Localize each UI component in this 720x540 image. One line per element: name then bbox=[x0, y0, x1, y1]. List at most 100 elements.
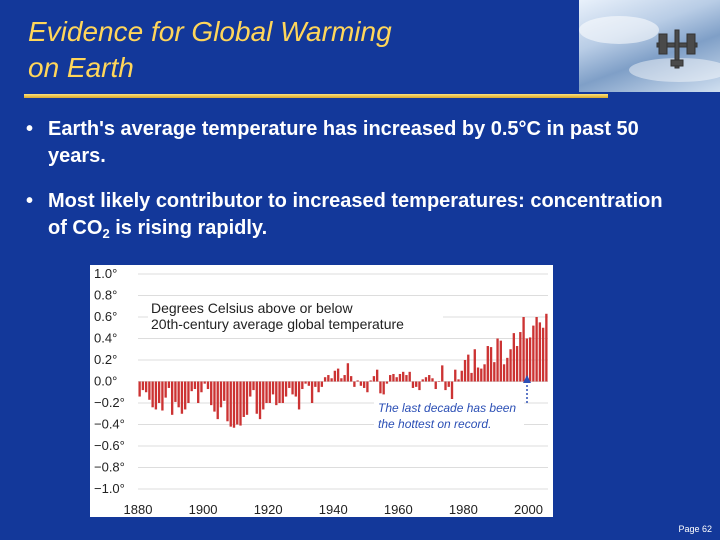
title-line-2: on Earth bbox=[28, 52, 134, 83]
y-tick-label: −1.0° bbox=[94, 481, 125, 496]
bar-1963 bbox=[408, 371, 411, 382]
bar-1953 bbox=[375, 369, 379, 382]
bar-1950 bbox=[366, 381, 369, 393]
bar-2003 bbox=[538, 322, 542, 382]
bar-1909 bbox=[232, 381, 236, 428]
bar-1939 bbox=[330, 378, 333, 382]
bar-1916 bbox=[255, 381, 258, 414]
bar-1898 bbox=[197, 381, 200, 403]
bar-1928 bbox=[294, 381, 297, 397]
bar-1880 bbox=[138, 381, 141, 397]
bar-1956 bbox=[385, 381, 389, 384]
bar-1990 bbox=[496, 338, 499, 382]
bar-1941 bbox=[336, 368, 340, 382]
bar-2000 bbox=[528, 337, 532, 382]
bar-1933 bbox=[310, 381, 314, 403]
temperature-chart-svg: 1.0° 0.8° 0.6° 0.4° 0.2° 0.0° −0.2° −0.4° −0.6° −… bbox=[94, 266, 548, 517]
bar-1925 bbox=[284, 381, 288, 397]
bar-1900 bbox=[203, 381, 206, 384]
bar-1966 bbox=[418, 381, 421, 391]
bar-1967 bbox=[421, 379, 424, 382]
bar-1906 bbox=[223, 381, 226, 401]
bar-1914 bbox=[249, 381, 252, 397]
chart-title: Degrees Celsius above or below bbox=[151, 300, 353, 316]
bar-1997 bbox=[519, 332, 522, 382]
bar-1961 bbox=[402, 371, 405, 382]
bar-1889 bbox=[167, 381, 171, 388]
bar-1972 bbox=[437, 381, 441, 382]
bar-1951 bbox=[369, 380, 372, 382]
bar-1910 bbox=[236, 381, 239, 425]
bar-1958 bbox=[392, 373, 395, 382]
bar-1895 bbox=[187, 381, 190, 403]
y-tick-label: 1.0° bbox=[94, 266, 117, 281]
bar-1948 bbox=[359, 381, 363, 386]
bar-1968 bbox=[424, 377, 428, 382]
bar-1940 bbox=[333, 370, 337, 382]
bar-1982 bbox=[470, 372, 473, 382]
bar-1964 bbox=[411, 381, 415, 388]
bar-1995 bbox=[512, 333, 516, 382]
bar-1894 bbox=[184, 381, 187, 410]
x-tick-label: 1920 bbox=[254, 502, 283, 517]
bar-1985 bbox=[480, 368, 483, 382]
bar-1952 bbox=[372, 376, 376, 382]
bar-1987 bbox=[486, 346, 489, 382]
y-tick-label: −0.6° bbox=[94, 438, 125, 453]
bar-1913 bbox=[245, 381, 249, 415]
bar-1902 bbox=[210, 381, 213, 406]
x-tick-label: 2000 bbox=[514, 502, 543, 517]
annotation-line-2: the hottest on record. bbox=[378, 417, 491, 431]
bar-1981 bbox=[467, 354, 470, 382]
bar-1992 bbox=[502, 364, 506, 382]
bar-1960 bbox=[398, 373, 402, 382]
y-tick-label: 0.2° bbox=[94, 352, 117, 367]
bar-1891 bbox=[174, 381, 177, 402]
bullet-text-before: Most likely contributor to increased tem… bbox=[48, 190, 663, 239]
bar-1918 bbox=[262, 381, 265, 410]
bar-1926 bbox=[288, 381, 291, 388]
x-tick-label: 1880 bbox=[124, 502, 153, 517]
bar-1947 bbox=[356, 380, 359, 382]
bar-1955 bbox=[382, 381, 385, 395]
bar-1983 bbox=[473, 349, 476, 382]
y-tick-label: −0.4° bbox=[94, 417, 125, 432]
bar-1974 bbox=[444, 381, 447, 391]
bar-1882 bbox=[144, 381, 148, 393]
bar-1979 bbox=[460, 370, 463, 382]
bar-1942 bbox=[340, 378, 343, 382]
bar-1965 bbox=[415, 381, 418, 387]
bar-2002 bbox=[535, 317, 538, 382]
bullet-text-after: is rising rapidly. bbox=[109, 217, 268, 239]
bar-1994 bbox=[509, 349, 512, 382]
bar-1954 bbox=[379, 381, 382, 394]
bar-1991 bbox=[499, 340, 502, 382]
bar-1899 bbox=[200, 381, 203, 393]
bar-1989 bbox=[493, 362, 496, 382]
x-tick-label: 1960 bbox=[384, 502, 413, 517]
bar-1903 bbox=[213, 381, 216, 412]
bar-1923 bbox=[278, 381, 281, 403]
title-underline bbox=[24, 94, 608, 98]
bar-1980 bbox=[463, 360, 467, 382]
bar-1998 bbox=[522, 317, 525, 382]
annotation-backing bbox=[374, 399, 524, 433]
title-backing bbox=[148, 298, 443, 334]
bar-1896 bbox=[190, 381, 193, 392]
bar-1887 bbox=[161, 381, 164, 411]
bar-1944 bbox=[346, 363, 350, 382]
x-tick-label: 1900 bbox=[189, 502, 218, 517]
bar-1959 bbox=[395, 377, 398, 382]
title-line-1: Evidence for Global Warming bbox=[28, 16, 392, 47]
annotation-arrowhead bbox=[523, 375, 531, 383]
bar-1996 bbox=[515, 346, 519, 382]
bar-1984 bbox=[476, 367, 480, 382]
bar-2005 bbox=[545, 313, 548, 382]
bar-1969 bbox=[428, 375, 431, 382]
temperature-chart: 1.0° 0.8° 0.6° 0.4° 0.2° 0.0° −0.2° −0.4° −0.6° −… bbox=[90, 265, 553, 517]
bar-1938 bbox=[327, 375, 330, 382]
bullet-item-co2: • Most likely contributor to increased t… bbox=[26, 188, 686, 247]
bar-1893 bbox=[180, 381, 184, 414]
bar-1890 bbox=[170, 381, 174, 415]
bar-1930 bbox=[301, 381, 304, 390]
